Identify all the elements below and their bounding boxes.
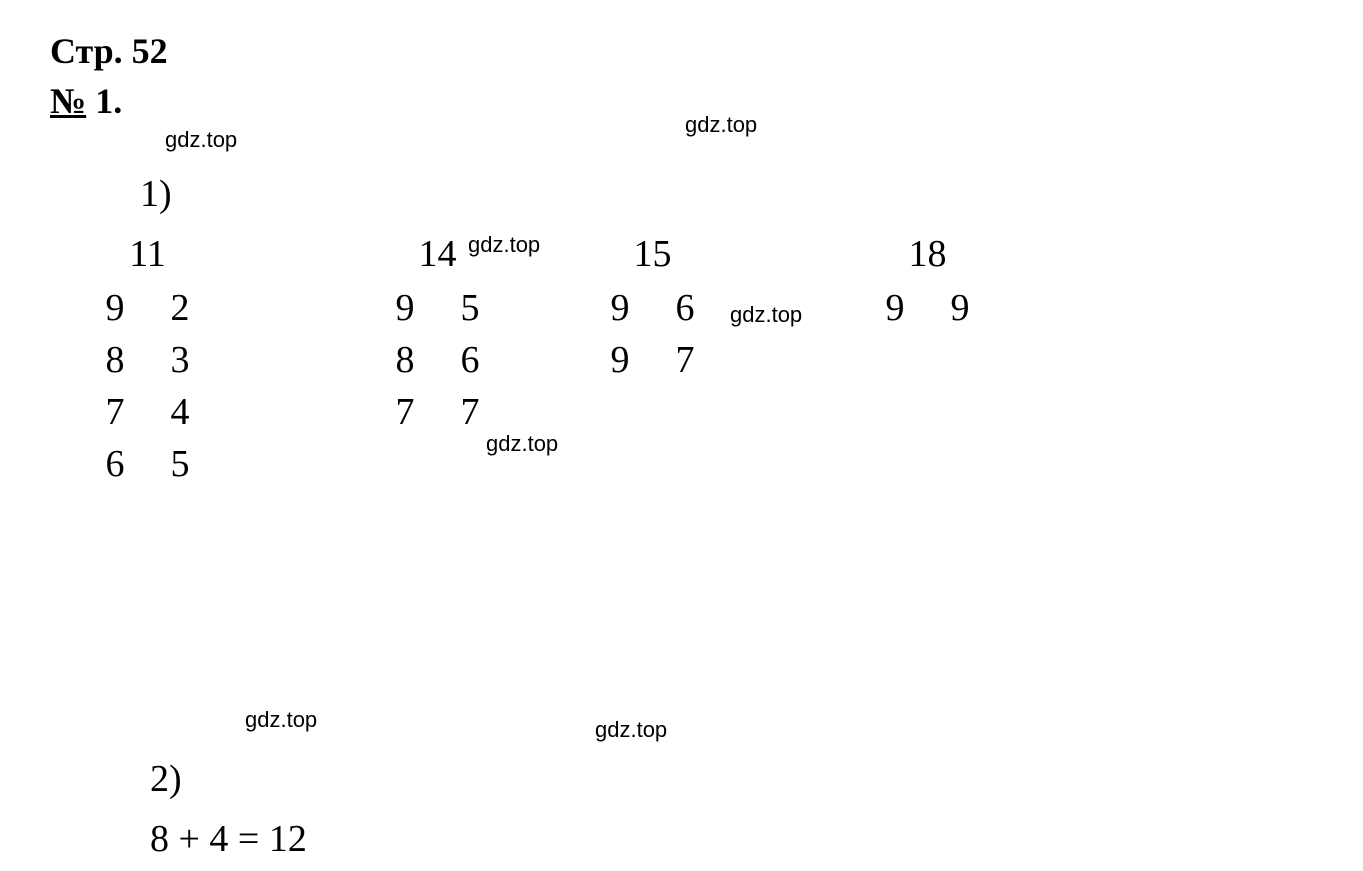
number-group-11: 11 9 2 8 3 7 4 6 5 bbox=[100, 232, 195, 494]
pair-left: 7 bbox=[390, 390, 420, 434]
pair-left: 9 bbox=[880, 286, 910, 330]
pair-left: 9 bbox=[605, 338, 635, 382]
number-group-15: 15 9 6 9 7 bbox=[605, 232, 700, 390]
number-pair-row: 9 9 bbox=[880, 286, 975, 330]
page-header-line2: № 1. bbox=[50, 80, 1313, 122]
equation-line: 8 + 4 = 12 bbox=[150, 817, 307, 861]
pair-right: 6 bbox=[455, 338, 485, 382]
watermark-text: gdz.top bbox=[685, 112, 757, 138]
problem-number: 1. bbox=[86, 81, 122, 121]
pair-left: 9 bbox=[605, 286, 635, 330]
pair-right: 6 bbox=[670, 286, 700, 330]
watermark-text: gdz.top bbox=[245, 707, 317, 733]
number-pair-row: 6 5 bbox=[100, 442, 195, 486]
pair-right: 5 bbox=[455, 286, 485, 330]
pair-left: 9 bbox=[390, 286, 420, 330]
pair-left: 6 bbox=[100, 442, 130, 486]
pair-left: 9 bbox=[100, 286, 130, 330]
pair-right: 5 bbox=[165, 442, 195, 486]
number-pair-row: 7 4 bbox=[100, 390, 195, 434]
watermark-text: gdz.top bbox=[595, 717, 667, 743]
number-pair-row: 8 3 bbox=[100, 338, 195, 382]
watermark-text: gdz.top bbox=[468, 232, 540, 258]
group-top-number: 18 bbox=[880, 232, 975, 276]
number-group-18: 18 9 9 bbox=[880, 232, 975, 338]
pair-right: 9 bbox=[945, 286, 975, 330]
number-pair-row: 9 2 bbox=[100, 286, 195, 330]
pair-left: 7 bbox=[100, 390, 130, 434]
number-pair-row: 7 7 bbox=[390, 390, 485, 434]
number-pair-row: 8 6 bbox=[390, 338, 485, 382]
pair-left: 8 bbox=[100, 338, 130, 382]
pair-left: 8 bbox=[390, 338, 420, 382]
pair-right: 2 bbox=[165, 286, 195, 330]
watermark-text: gdz.top bbox=[486, 431, 558, 457]
group-top-number: 11 bbox=[100, 232, 195, 276]
number-group-14: 14 9 5 8 6 7 7 bbox=[390, 232, 485, 442]
page-header-line1: Стр. 52 bbox=[50, 30, 1313, 72]
pair-right: 3 bbox=[165, 338, 195, 382]
watermark-text: gdz.top bbox=[165, 127, 237, 153]
section1-label: 1) bbox=[140, 172, 172, 216]
number-pair-row: 9 6 bbox=[605, 286, 700, 330]
number-pair-row: 9 5 bbox=[390, 286, 485, 330]
pair-right: 4 bbox=[165, 390, 195, 434]
pair-right: 7 bbox=[455, 390, 485, 434]
pair-right: 7 bbox=[670, 338, 700, 382]
watermark-text: gdz.top bbox=[730, 302, 802, 328]
number-symbol: № bbox=[50, 81, 86, 121]
section2-label: 2) bbox=[150, 757, 182, 801]
group-top-number: 15 bbox=[605, 232, 700, 276]
number-pair-row: 9 7 bbox=[605, 338, 700, 382]
